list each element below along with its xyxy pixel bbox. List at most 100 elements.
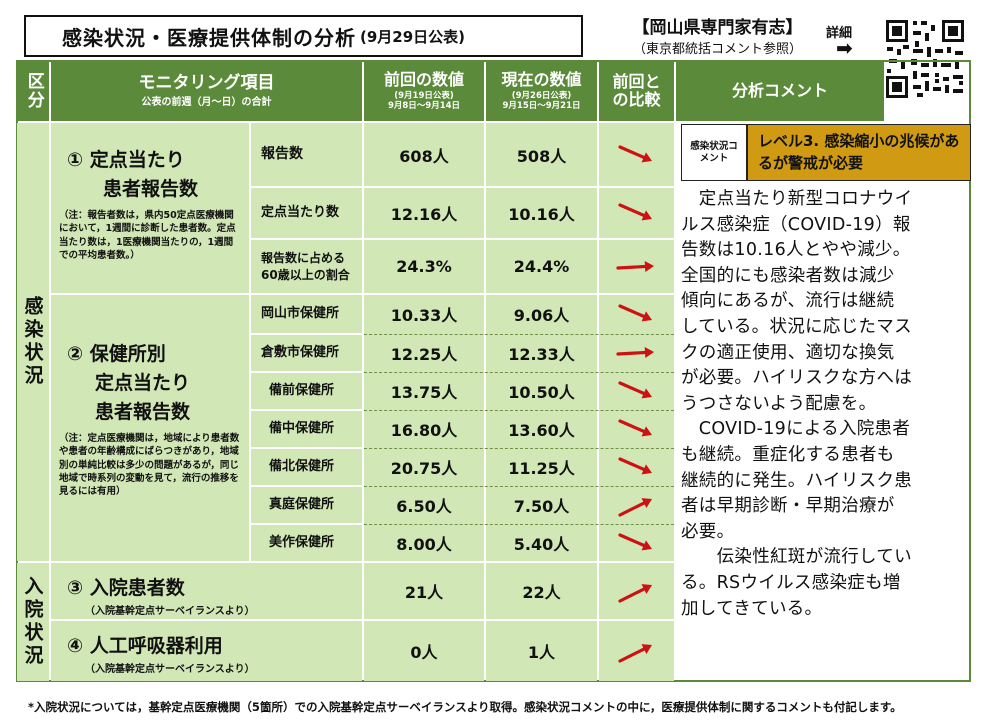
row-label: 定点当たり数 [251, 188, 362, 238]
page-title-box: 感染状況・医療提供体制の分析 (9月29日公表) [24, 15, 583, 57]
previous-value: 21人 [404, 583, 444, 602]
row-label: 備中保健所 [251, 411, 362, 447]
section-infection: 感染状況 [17, 123, 49, 561]
previous-value: 24.3% [396, 257, 452, 276]
row-divider [364, 619, 674, 621]
trend-down-arrow-icon [617, 381, 652, 399]
organization-name: 【岡山県専門家有志】 [632, 18, 803, 38]
trend-arrow-cell [599, 449, 674, 485]
current-value: 508人 [516, 146, 567, 166]
previous-value: 0人 [410, 643, 438, 662]
row-label: 報告数 [251, 123, 362, 186]
trend-down-arrow-icon [617, 419, 652, 437]
row-label: 真庭保健所 [251, 487, 362, 523]
trend-flat-arrow-icon [615, 347, 654, 358]
previous-value: 20.75人 [390, 459, 458, 478]
current-value: 24.4% [513, 257, 570, 276]
header-prev-title: 前回の数値 [383, 69, 464, 89]
level-badge: レベル3. 感染縮小の兆候があるが警戒が必要 [747, 124, 971, 181]
comment-line: る。RSウイルス感染症も増 [681, 572, 901, 593]
arrow-right-icon[interactable]: ➡ [836, 36, 853, 60]
trend-arrow-cell [599, 188, 674, 238]
comment-line: 伝染性紅斑が流行してい [681, 547, 912, 568]
group-2-note: （注：定点医療機関は，地域により患者数や患者の年齢構成にばらつきがあり，地域別の… [59, 433, 240, 498]
analysis-comment: 定点当たり新型コロナウイ ルス感染症（COVID-19）報 告数は10.16人とやや… [681, 187, 971, 622]
comment-line: 加してきている。 [681, 598, 823, 619]
current-value: 12.33人 [508, 345, 575, 364]
trend-arrow-cell [599, 563, 674, 619]
trend-arrow-cell [599, 487, 674, 523]
comment-line: 者は早期診断・早期治療が [681, 496, 895, 517]
compare-column [599, 123, 674, 681]
row-label: 美作保健所 [251, 525, 362, 561]
trend-arrow-cell [599, 335, 674, 371]
group-2-title: ② 保健所別 [67, 343, 166, 365]
group-1-note: （注：報告者数は，県内50定点医療機関において，1週間に診断した患者数。定点当た… [59, 210, 236, 261]
row-divider [364, 238, 674, 240]
row-divider [364, 486, 674, 487]
trend-up-arrow-icon [617, 644, 652, 663]
row-label: 備前保健所 [251, 373, 362, 409]
trend-arrow-cell [599, 525, 674, 561]
group-1-title: ① 定点当たり [67, 149, 185, 171]
row-divider [364, 561, 674, 563]
group-2-title-line3: 患者報告数 [95, 401, 191, 423]
comment-line: うつさないよう配慮を。 [681, 393, 877, 414]
previous-value: 10.33人 [390, 306, 458, 325]
previous-value: 608人 [399, 146, 449, 166]
group-3-note: （入院基幹定点サーベイランスより） [85, 606, 255, 617]
header-previous: 前回の数値 (9月19日公表) 9月8日～9月14日 [364, 61, 484, 121]
previous-value: 6.50人 [396, 497, 452, 516]
trend-down-arrow-icon [617, 457, 652, 475]
comment-line: 傾向にあるが、流行は継続 [681, 291, 895, 312]
current-value: 13.60人 [508, 421, 575, 440]
group-inpatients: ③ 入院患者数 （入院基幹定点サーベイランスより） [51, 563, 362, 619]
comment-line: 必要。 [681, 521, 735, 542]
current-value: 5.40人 [513, 535, 570, 554]
trend-flat-arrow-icon [615, 260, 654, 272]
previous-value: 12.25人 [390, 345, 458, 364]
level-label: 感染状況コメント [681, 124, 747, 181]
previous-value: 8.00人 [396, 535, 452, 554]
group-3-title: ③ 入院患者数 [67, 577, 185, 599]
previous-value: 13.75人 [390, 383, 458, 402]
group-4-note: （入院基幹定点サーベイランスより） [85, 664, 255, 675]
header-prev-date: (9月19日公表) [394, 90, 454, 101]
row-divider [364, 410, 674, 411]
qr-code-icon[interactable] [883, 17, 967, 101]
row-label: 備北保健所 [251, 449, 362, 485]
comment-line: COVID-19による入院患者 [681, 419, 911, 440]
detail-link[interactable]: 詳細 [826, 26, 853, 41]
current-value: 11.25人 [508, 459, 575, 478]
row-divider [364, 186, 674, 188]
group-health-center-reports: ② 保健所別 定点当たり 患者報告数 （注：定点医療機関は，地域により患者数や患… [51, 295, 249, 561]
current-value: 7.50人 [513, 497, 570, 516]
header-curr-title: 現在の数値 [501, 69, 582, 89]
header-analysis-comment: 分析コメント [676, 61, 884, 121]
header-item-title: モニタリング項目 [138, 72, 275, 93]
header-category: 区分 [17, 61, 49, 121]
comment-line: 定点当たり新型コロナウイ [681, 189, 913, 209]
trend-up-arrow-icon [617, 584, 652, 603]
current-values-column [486, 123, 597, 681]
group-2-title-line2: 定点当たり [95, 372, 191, 394]
previous-value: 12.16人 [390, 205, 458, 224]
current-value: 9.06人 [513, 306, 570, 325]
header-current: 現在の数値 (9月26日公表) 9月15日～9月21日 [486, 61, 597, 121]
group-ventilator: ④ 人工呼吸器利用 （入院基幹定点サーベイランスより） [51, 621, 362, 681]
organization-note: （東京都統括コメント参照） [632, 42, 802, 57]
row-divider [364, 524, 674, 525]
comment-line: ルス感染症（COVID-19）報 [681, 214, 911, 235]
trend-arrow-cell [599, 621, 674, 681]
current-value: 22人 [522, 583, 561, 602]
footnote: *入院状況については，基幹定点医療機関（5箇所）での入院基幹定点サーベイランスよ… [28, 700, 902, 714]
row-divider [364, 293, 674, 295]
trend-up-arrow-icon [617, 498, 652, 517]
trend-arrow-cell [599, 411, 674, 447]
comment-line: クの適正使用、適切な換気 [681, 342, 895, 363]
trend-down-arrow-icon [617, 203, 652, 221]
header-compare: 前回との比較 [599, 61, 674, 121]
group-1-title-line2: 患者報告数 [103, 178, 199, 200]
trend-arrow-cell [599, 240, 674, 293]
comment-line: も継続。重症化する患者も [681, 444, 895, 465]
